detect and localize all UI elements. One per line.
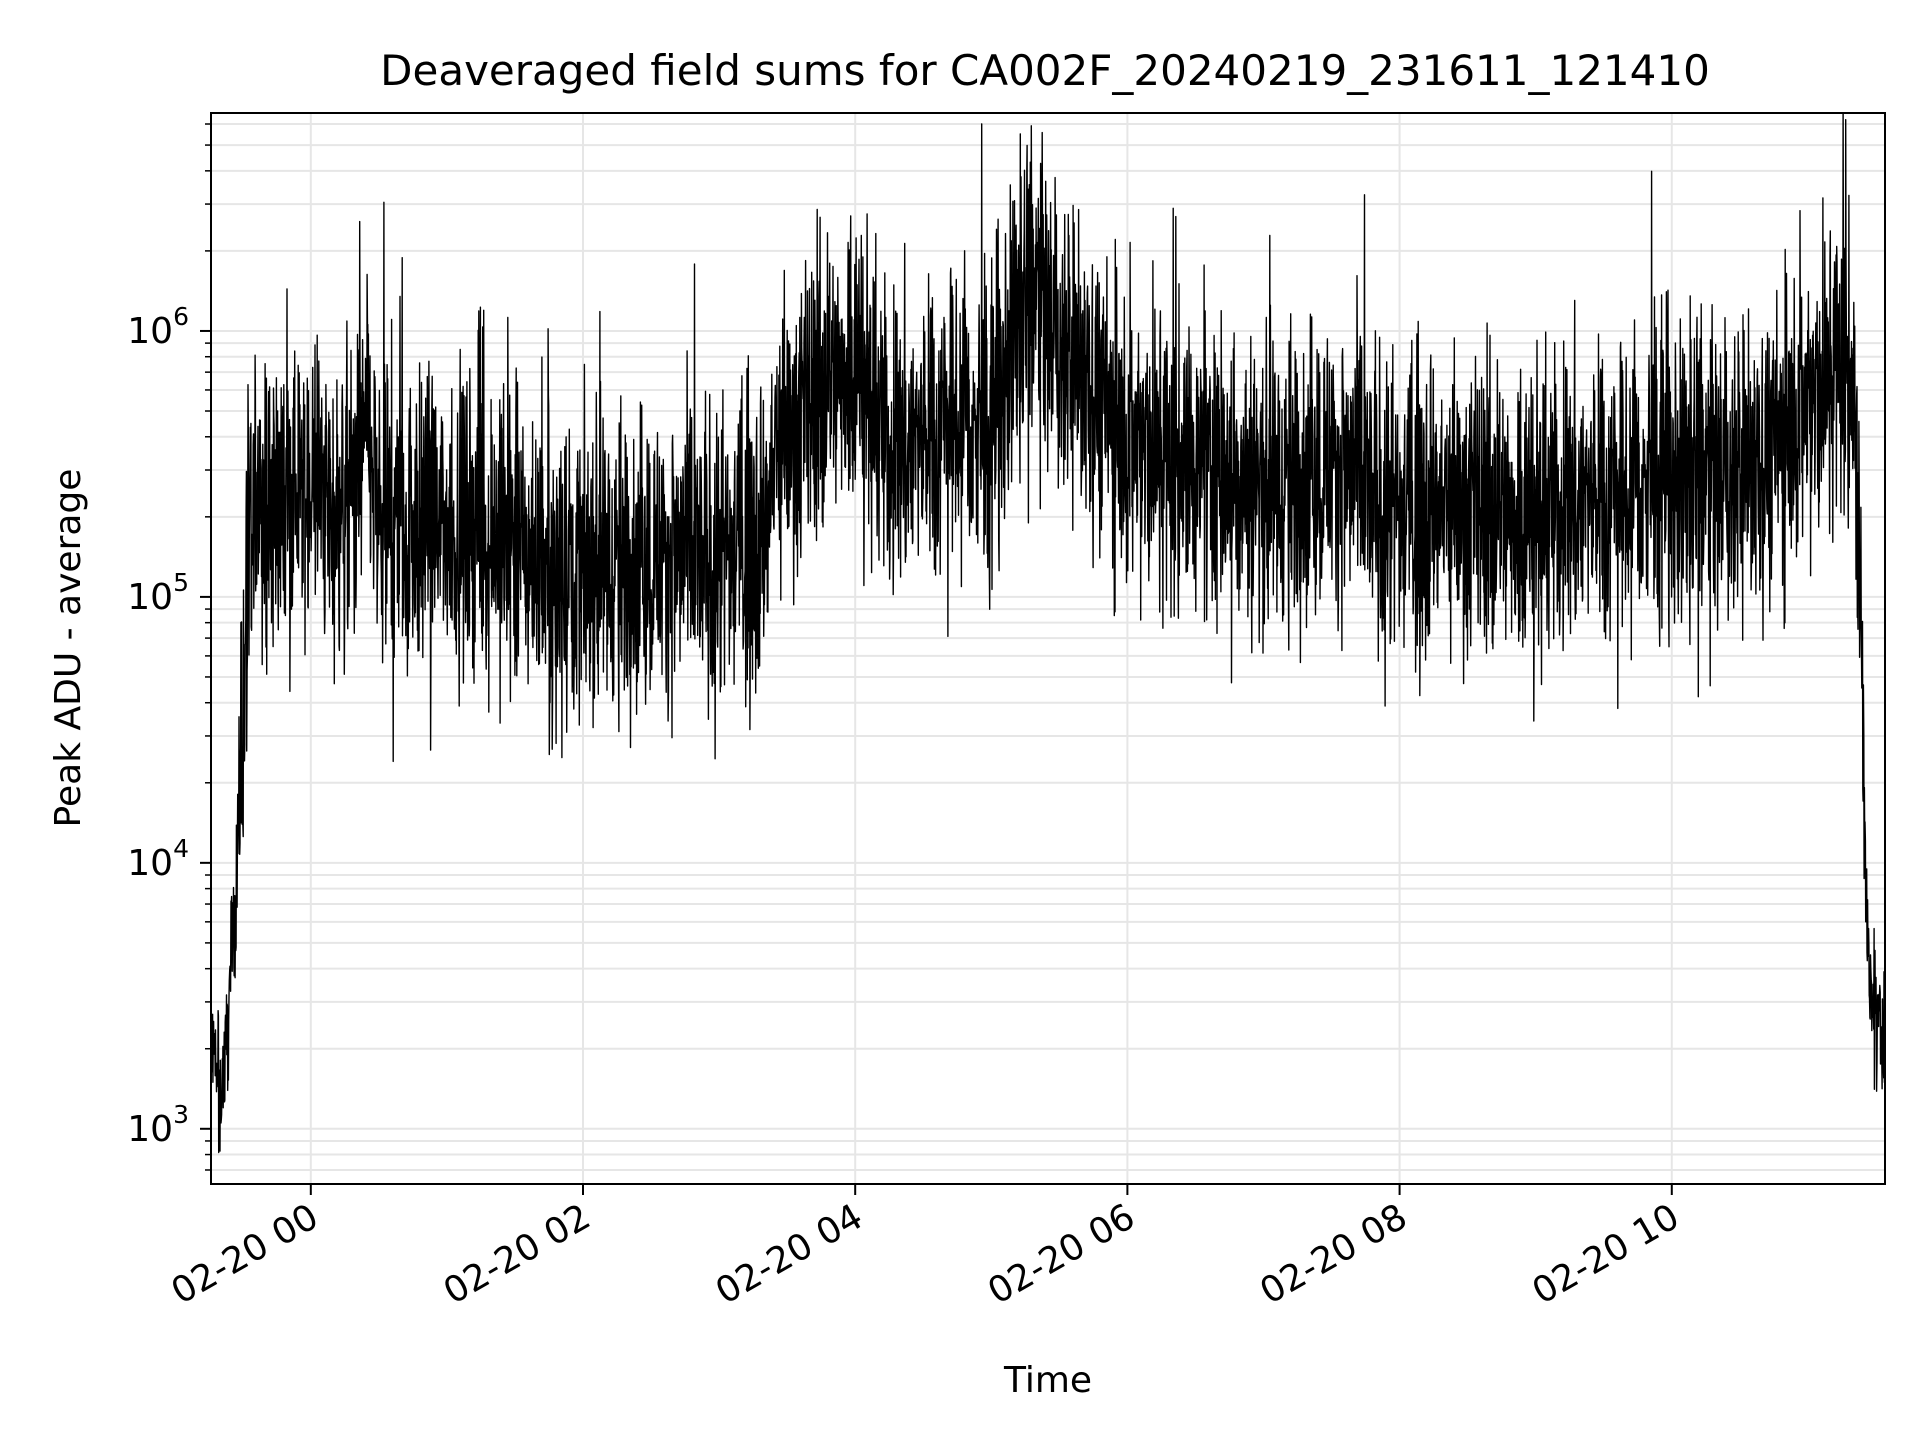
y-tick-base: 10 bbox=[127, 311, 173, 352]
y-tick-label: 105 bbox=[127, 568, 189, 618]
y-tick-base: 10 bbox=[127, 1109, 173, 1150]
y-tick-label: 103 bbox=[127, 1100, 189, 1150]
y-tick-label: 106 bbox=[127, 302, 189, 352]
chart-title: Deaveraged field sums for CA002F_2024021… bbox=[380, 46, 1710, 95]
plot-frame bbox=[210, 112, 1886, 1185]
y-tick-exponent: 5 bbox=[173, 568, 189, 597]
y-tick-base: 10 bbox=[127, 577, 173, 618]
y-axis-label: Peak ADU - average bbox=[48, 469, 89, 828]
y-tick-label: 104 bbox=[127, 834, 189, 884]
y-tick-exponent: 3 bbox=[173, 1100, 189, 1129]
x-axis-label: Time bbox=[1003, 1360, 1092, 1401]
y-tick-exponent: 4 bbox=[173, 834, 189, 863]
y-tick-base: 10 bbox=[127, 843, 173, 884]
y-tick-exponent: 6 bbox=[173, 302, 189, 331]
series-line bbox=[211, 113, 1885, 1154]
